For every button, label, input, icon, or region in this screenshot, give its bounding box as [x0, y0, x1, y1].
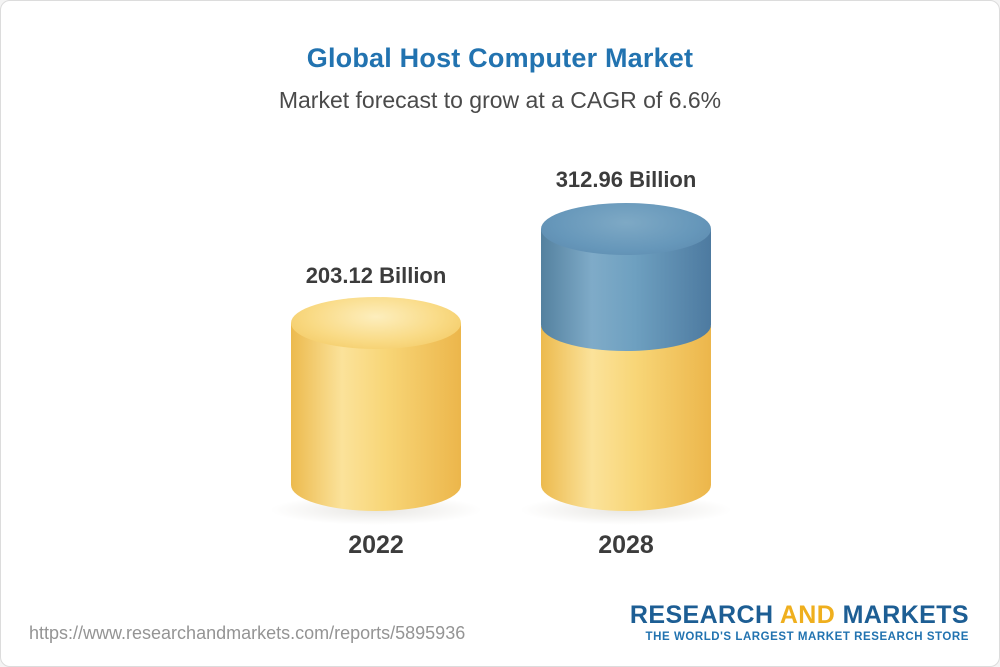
logo-word-research: RESEARCH — [629, 601, 774, 629]
bar-2022: 203.12 Billion 2022 — [269, 1, 483, 666]
value-label-2028: 312.96 Billion — [555, 167, 697, 192]
bar-2028-top-cap — [541, 203, 711, 255]
research-and-markets-logo: RESEARCH AND MARKETS THE WORLD'S LARGEST… — [630, 602, 969, 643]
bar-2022-top-cap — [291, 297, 461, 349]
chart-subtitle: Market forecast to grow at a CAGR of 6.6… — [278, 87, 722, 113]
logo-word-markets: MARKETS — [842, 601, 969, 629]
chart-title: Global Host Computer Market — [306, 43, 694, 73]
year-label-2022: 2022 — [348, 531, 404, 559]
report-url: https://www.researchandmarkets.com/repor… — [29, 623, 466, 643]
value-label-2022: 203.12 Billion — [305, 263, 447, 288]
logo-tagline: THE WORLD'S LARGEST MARKET RESEARCH STOR… — [645, 631, 969, 644]
bar-2028: 312.96 Billion 2028 — [519, 1, 733, 666]
bar-2028-base-segment — [541, 326, 711, 511]
bar-2022-body — [291, 323, 461, 511]
logo-word-and: AND — [779, 601, 836, 629]
logo-wordmark: RESEARCH AND MARKETS — [630, 602, 969, 628]
year-label-2028: 2028 — [598, 531, 654, 559]
